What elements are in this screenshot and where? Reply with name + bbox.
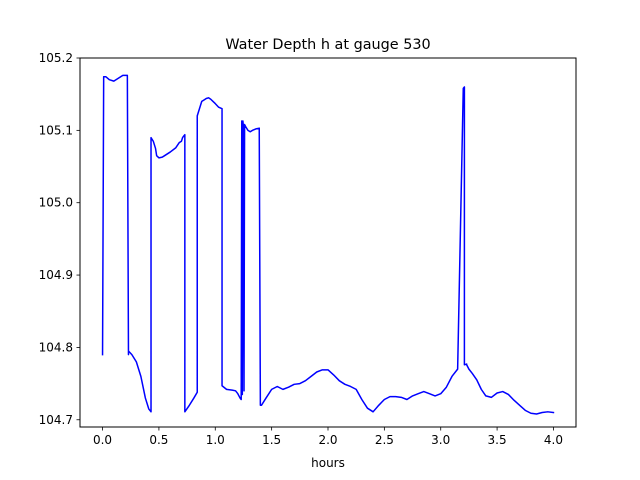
- y-tick-label: 105.0: [39, 196, 73, 210]
- x-tick-label: 1.0: [206, 433, 225, 447]
- x-tick-label: 0.0: [93, 433, 112, 447]
- plot-frame: [79, 57, 577, 428]
- x-tick-label: 2.0: [318, 433, 337, 447]
- chart-title: Water Depth h at gauge 530: [225, 37, 430, 53]
- series-layer: [101, 74, 555, 415]
- x-tick-label: 2.5: [375, 433, 394, 447]
- y-tick-label: 104.7: [39, 413, 73, 427]
- x-tick-label: 4.0: [544, 433, 563, 447]
- x-tick-label: 3.5: [488, 433, 507, 447]
- x-tick-label: 0.5: [149, 433, 168, 447]
- x-axis-ticks: 0.0 0.5 1.0 1.5 2.0 2.5 3.0 3.5 4.0: [93, 427, 563, 447]
- y-tick-label: 105.1: [39, 123, 73, 137]
- series-line-0: [101, 74, 555, 415]
- y-axis-ticks: 104.7 104.8 104.9 105.0 105.1 105.2: [39, 51, 80, 427]
- x-tick-label: 1.5: [262, 433, 281, 447]
- x-axis-label: hours: [311, 456, 345, 470]
- plot-area: [80, 58, 576, 427]
- y-tick-label: 105.2: [39, 51, 73, 65]
- x-tick-label: 3.0: [431, 433, 450, 447]
- y-tick-label: 104.8: [39, 340, 73, 354]
- y-tick-label: 104.9: [39, 268, 73, 282]
